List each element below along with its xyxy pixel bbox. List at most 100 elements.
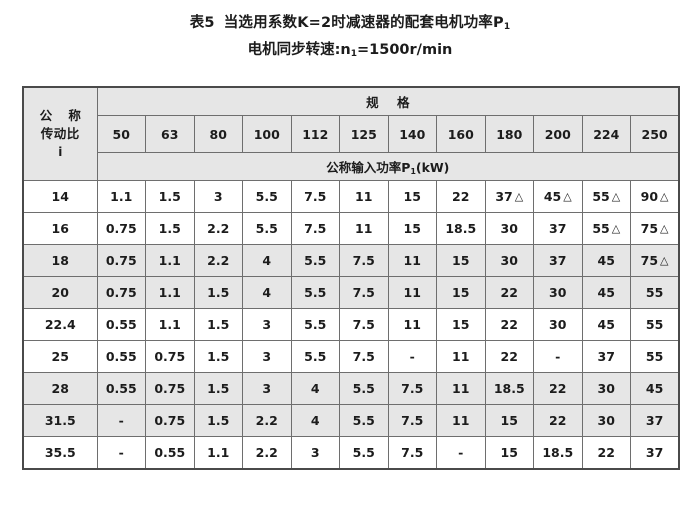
cell-power: 7.5 xyxy=(339,340,389,373)
cell-power: 30 xyxy=(581,404,631,437)
cell-power: 7.5 xyxy=(387,404,437,437)
power-value: 0.55 xyxy=(154,445,186,460)
power-value: 1.1 xyxy=(158,253,181,268)
triangle-marker-icon: △ xyxy=(660,190,669,203)
power-value: 1.5 xyxy=(207,413,230,428)
subtitle-subscript: 1 xyxy=(350,48,358,59)
power-value: 55 xyxy=(645,349,664,364)
power-value: 45 xyxy=(597,285,615,300)
size-label: 112 xyxy=(302,126,329,142)
cell-power: 37 xyxy=(630,404,680,437)
cell-power: 15 xyxy=(436,276,486,309)
power-value: 75 xyxy=(640,253,659,268)
header-cell-size: 140 xyxy=(387,115,437,153)
cell-power: 11 xyxy=(387,276,437,309)
power-value: 1.1 xyxy=(158,285,181,300)
power-value: 4 xyxy=(262,253,272,268)
cell-power: 90 △ xyxy=(630,180,680,213)
power-value: 11 xyxy=(403,285,421,300)
table-row: 14 1.1 1.5 3 5.5 7.5 11 15 22 37 △ 45 △ 55 △ 90 △ xyxy=(22,180,680,213)
ratio-value: 31.5 xyxy=(44,413,76,428)
power-value: - xyxy=(118,413,124,428)
triangle-marker-icon: △ xyxy=(563,190,572,203)
table-row: 31.5 - 0.75 1.5 2.2 4 5.5 7.5 11 15 22 30 37 xyxy=(22,404,680,437)
triangle-marker-icon: △ xyxy=(611,190,621,203)
power-value: 5.5 xyxy=(304,317,327,332)
table-head: 公 称 传动比 i 规 格 50 63 80 100 112 125 140 160 180 20… xyxy=(22,86,680,181)
ratio-header-line3: i xyxy=(58,145,63,159)
cell-power: 45 xyxy=(630,372,680,405)
size-label: 100 xyxy=(253,126,280,142)
power-value: 37 xyxy=(495,189,513,204)
cell-power: 7.5 xyxy=(339,244,389,277)
cell-power: 3 xyxy=(242,308,292,341)
cell-power: 37 xyxy=(630,436,680,470)
size-label: 140 xyxy=(399,126,426,142)
header-cell-size: 80 xyxy=(193,115,243,153)
subtitle-suffix: =1500r/min xyxy=(357,42,453,58)
power-value: 7.5 xyxy=(352,349,375,364)
cell-power: 55 xyxy=(630,340,680,373)
power-value: - xyxy=(555,349,561,364)
power-value: 11 xyxy=(403,253,421,268)
cell-power: 1.1 xyxy=(145,276,195,309)
cell-power: 0.55 xyxy=(96,340,146,373)
power-value: 0.75 xyxy=(105,253,137,268)
power-value: 18.5 xyxy=(493,381,525,396)
cell-power: 7.5 xyxy=(387,372,437,405)
cell-power: 37 xyxy=(533,212,583,245)
power-value: 5.5 xyxy=(304,285,327,300)
power-value: 15 xyxy=(500,413,518,428)
power-value: 5.5 xyxy=(304,349,327,364)
cell-power: 2.2 xyxy=(193,212,243,245)
power-value: 1.5 xyxy=(207,349,230,364)
power-value: 22 xyxy=(549,413,567,428)
size-label: 160 xyxy=(447,126,474,142)
cell-power: 4 xyxy=(290,372,340,405)
header-row-spec: 公 称 传动比 i 规 格 xyxy=(22,86,680,181)
power-value: 1.5 xyxy=(207,317,230,332)
cell-power: 0.75 xyxy=(145,404,195,437)
power-value: 4 xyxy=(262,285,272,300)
power-value: 37 xyxy=(645,445,664,460)
cell-power: 45 xyxy=(581,276,631,309)
cell-power: 22 xyxy=(484,340,534,373)
power-value: 11 xyxy=(452,381,470,396)
cell-power: 7.5 xyxy=(290,180,340,213)
table-number: 表5 xyxy=(189,15,215,31)
power-value: 7.5 xyxy=(401,381,424,396)
cell-power: 11 xyxy=(339,180,389,213)
size-label: 224 xyxy=(593,126,620,142)
header-cell-size: 112 xyxy=(290,115,340,153)
size-label: 63 xyxy=(161,126,179,142)
power-value: 0.55 xyxy=(105,349,137,364)
power-value: 30 xyxy=(597,381,615,396)
header-cell-size: 180 xyxy=(484,115,534,153)
power-value: 11 xyxy=(452,349,470,364)
cell-ratio: 25 xyxy=(22,340,98,373)
power-value: 2.2 xyxy=(255,413,278,428)
power-value: 22 xyxy=(500,317,518,332)
power-value: 75 xyxy=(640,221,659,236)
power-value: 22 xyxy=(549,381,567,396)
cell-power: 0.75 xyxy=(145,340,195,373)
cell-power: 1.5 xyxy=(145,212,195,245)
cell-power: 11 xyxy=(436,404,486,437)
power-value: 22 xyxy=(452,189,470,204)
power-value: 1.5 xyxy=(207,381,230,396)
title-block: 表5 当选用系数K=2时减速器的配套电机功率P1 电机同步转速:n1=1500r/… xyxy=(0,0,700,62)
power-value: 22 xyxy=(500,285,518,300)
power-value: 0.75 xyxy=(105,221,137,236)
power-value: 0.75 xyxy=(105,285,137,300)
power-value: 15 xyxy=(452,285,470,300)
power-value: 22 xyxy=(597,445,615,460)
table-title: 表5 当选用系数K=2时减速器的配套电机功率P1 xyxy=(0,13,700,35)
power-value: 55 xyxy=(592,189,610,204)
cell-power: 15 xyxy=(387,212,437,245)
power-value: 30 xyxy=(597,413,615,428)
cell-power: 2.2 xyxy=(193,244,243,277)
cell-power: 11 xyxy=(387,244,437,277)
power-value: 5.5 xyxy=(255,221,278,236)
header-row-sizes: 50 63 80 100 112 125 140 160 180 200 224 250 xyxy=(23,115,680,153)
power-value: 1.1 xyxy=(207,445,230,460)
